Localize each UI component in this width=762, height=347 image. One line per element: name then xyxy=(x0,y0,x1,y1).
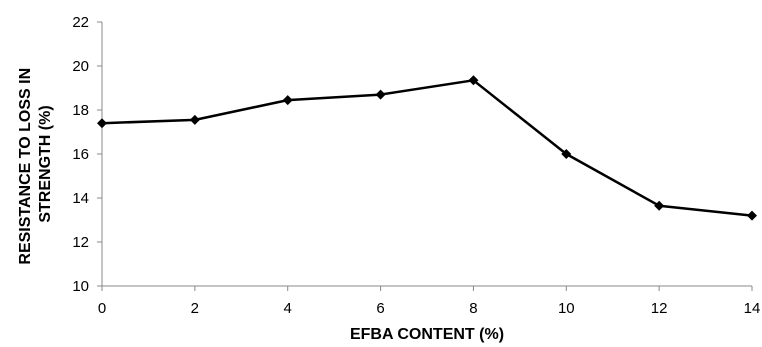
data-point-marker xyxy=(282,95,293,106)
y-axis-title-line-2: STRENGTH (%) xyxy=(37,105,54,222)
x-tick-label: 12 xyxy=(651,300,668,317)
series-group xyxy=(97,75,757,221)
y-tick-label: 18 xyxy=(72,102,89,119)
x-tick-label: 8 xyxy=(469,300,477,317)
x-tick-label: 0 xyxy=(98,300,106,317)
x-axis-title: EFBA CONTENT (%) xyxy=(350,326,504,343)
y-tick-label: 12 xyxy=(72,234,89,251)
y-tick-label: 22 xyxy=(72,14,89,31)
y-tick-label: 20 xyxy=(72,58,89,75)
y-tick-label: 10 xyxy=(72,278,89,295)
axes xyxy=(97,21,753,291)
y-axis-title-line-1: RESISTANCE TO LOSS IN xyxy=(17,68,34,265)
data-point-marker xyxy=(654,200,665,211)
series-line xyxy=(101,79,753,217)
y-axis-title: RESISTANCE TO LOSS IN STRENGTH (%) xyxy=(17,63,54,264)
x-tick-label: 4 xyxy=(284,300,292,317)
x-tick-label: 2 xyxy=(191,300,199,317)
data-point-marker xyxy=(97,118,107,129)
y-tick-label: 14 xyxy=(72,190,89,207)
y-tick-label: 16 xyxy=(72,146,89,163)
data-point-marker xyxy=(375,89,386,100)
x-tick-label: 6 xyxy=(376,300,384,317)
x-tick-label: 14 xyxy=(744,300,761,317)
data-point-marker xyxy=(747,210,757,221)
data-point-marker xyxy=(189,114,200,125)
x-tick-label: 10 xyxy=(558,300,575,317)
tick-labels: 10 12 14 16 18 20 22 0 2 4 6 8 10 12 14 xyxy=(72,14,760,317)
data-point-marker xyxy=(468,75,479,86)
data-point-marker xyxy=(561,149,572,159)
